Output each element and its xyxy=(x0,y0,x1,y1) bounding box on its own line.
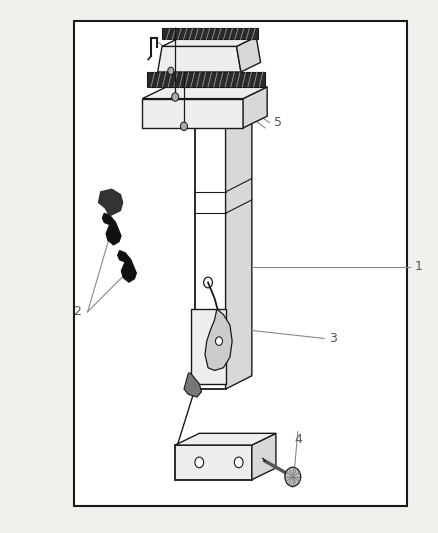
Text: 5: 5 xyxy=(274,116,282,129)
Polygon shape xyxy=(118,251,136,282)
Polygon shape xyxy=(162,28,258,39)
Circle shape xyxy=(285,467,300,487)
Polygon shape xyxy=(158,46,241,72)
Polygon shape xyxy=(252,433,276,480)
Polygon shape xyxy=(147,72,265,87)
Circle shape xyxy=(172,93,179,101)
Polygon shape xyxy=(142,87,267,99)
Circle shape xyxy=(195,457,204,468)
Polygon shape xyxy=(226,83,252,389)
Text: 2: 2 xyxy=(73,305,81,318)
Text: 1: 1 xyxy=(414,260,422,273)
Text: 4: 4 xyxy=(294,433,302,446)
Polygon shape xyxy=(175,433,276,445)
FancyBboxPatch shape xyxy=(74,21,407,506)
Circle shape xyxy=(180,122,187,131)
Polygon shape xyxy=(99,189,123,216)
Circle shape xyxy=(168,67,174,75)
Polygon shape xyxy=(175,445,252,480)
Polygon shape xyxy=(142,99,243,128)
Polygon shape xyxy=(184,373,201,397)
Text: 3: 3 xyxy=(329,332,337,345)
Polygon shape xyxy=(205,309,232,370)
Circle shape xyxy=(204,277,212,288)
Polygon shape xyxy=(102,213,121,245)
Polygon shape xyxy=(237,37,261,72)
Polygon shape xyxy=(243,87,267,128)
Polygon shape xyxy=(195,96,226,389)
Polygon shape xyxy=(195,83,252,96)
Circle shape xyxy=(234,457,243,468)
Circle shape xyxy=(215,337,223,345)
Polygon shape xyxy=(191,309,226,384)
Polygon shape xyxy=(162,37,256,46)
